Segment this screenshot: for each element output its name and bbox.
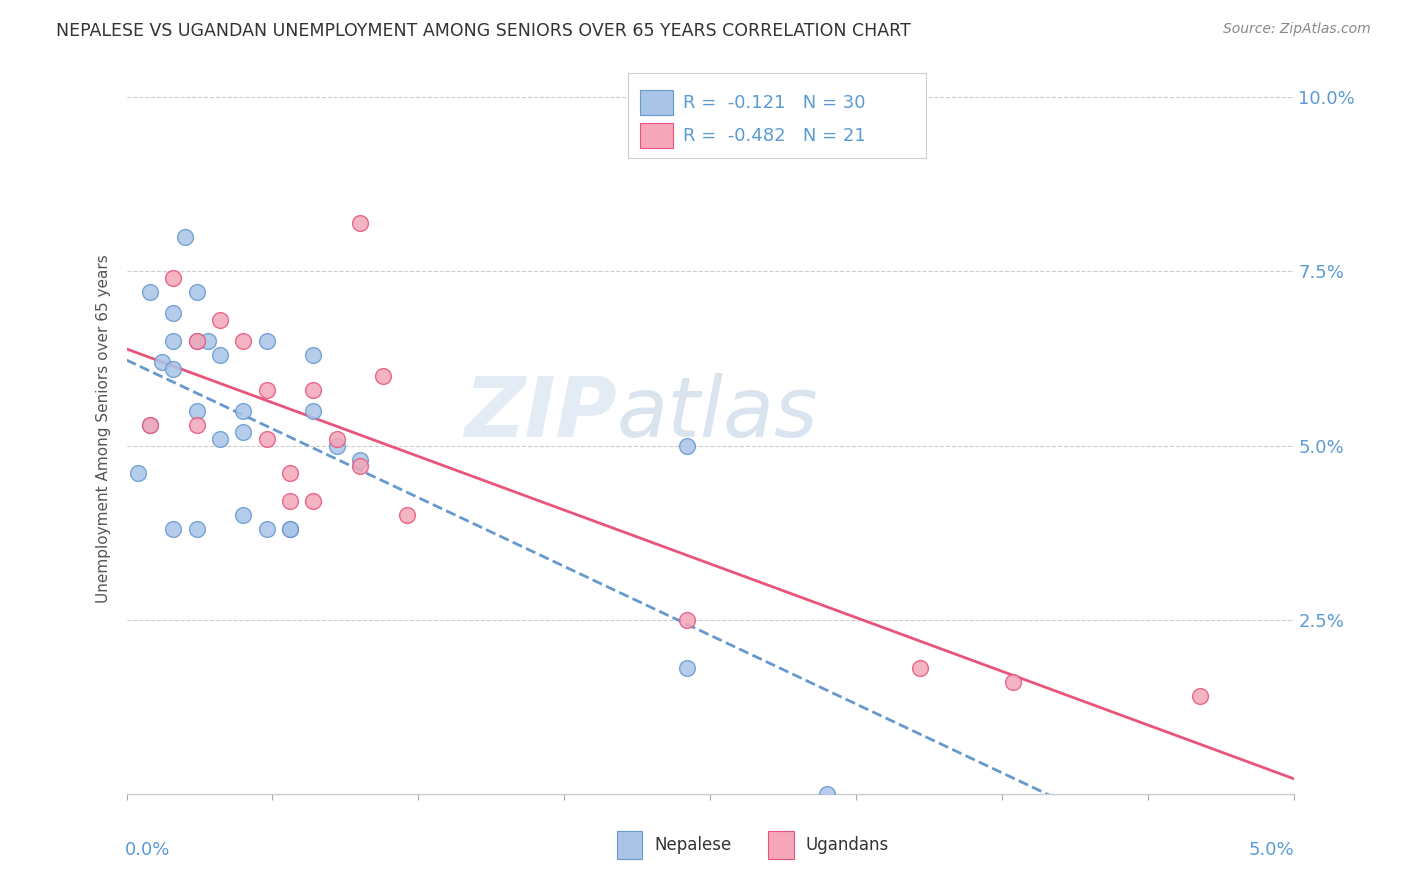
Text: Nepalese: Nepalese [654, 836, 731, 854]
Point [162, 306, 184, 320]
Point [302, 383, 325, 397]
Point [197, 334, 219, 348]
Point [349, 459, 371, 474]
Point [349, 452, 371, 467]
Point [186, 334, 208, 348]
Point [278, 467, 301, 481]
Point [1002, 675, 1025, 690]
Point [325, 439, 347, 453]
Point [232, 334, 254, 348]
Point [395, 508, 418, 523]
Point [278, 494, 301, 508]
Point [150, 355, 173, 369]
Point [908, 661, 931, 675]
FancyBboxPatch shape [768, 831, 794, 859]
Point [208, 348, 231, 362]
Point [208, 313, 231, 327]
Point [675, 439, 697, 453]
FancyBboxPatch shape [640, 90, 672, 115]
Point [232, 508, 254, 523]
Point [815, 787, 838, 801]
Point [174, 229, 197, 244]
Text: R =  -0.482   N = 21: R = -0.482 N = 21 [683, 127, 866, 145]
Point [675, 613, 697, 627]
FancyBboxPatch shape [640, 123, 672, 148]
Point [373, 368, 395, 383]
Point [208, 432, 231, 446]
Point [256, 383, 278, 397]
Y-axis label: Unemployment Among Seniors over 65 years: Unemployment Among Seniors over 65 years [96, 254, 111, 602]
Point [162, 334, 184, 348]
Text: 0.0%: 0.0% [125, 841, 170, 859]
Text: Source: ZipAtlas.com: Source: ZipAtlas.com [1223, 22, 1371, 37]
Point [139, 285, 162, 300]
Point [186, 334, 208, 348]
Point [162, 362, 184, 376]
Point [139, 417, 162, 432]
Point [232, 425, 254, 439]
Text: ZIP: ZIP [464, 373, 617, 454]
Point [186, 417, 208, 432]
Text: Ugandans: Ugandans [806, 836, 889, 854]
Point [349, 216, 371, 230]
FancyBboxPatch shape [628, 73, 927, 158]
Point [278, 522, 301, 536]
Point [186, 285, 208, 300]
FancyBboxPatch shape [617, 831, 643, 859]
Point [302, 494, 325, 508]
Point [278, 522, 301, 536]
Text: atlas: atlas [617, 373, 818, 454]
Text: R =  -0.121   N = 30: R = -0.121 N = 30 [683, 94, 866, 112]
Point [162, 522, 184, 536]
Point [325, 432, 347, 446]
Point [256, 334, 278, 348]
Text: 5.0%: 5.0% [1249, 841, 1295, 859]
Point [302, 403, 325, 417]
Point [186, 522, 208, 536]
Point [186, 403, 208, 417]
Point [1189, 690, 1212, 704]
Point [162, 271, 184, 285]
Point [256, 432, 278, 446]
Point [232, 403, 254, 417]
Point [127, 467, 149, 481]
Text: NEPALESE VS UGANDAN UNEMPLOYMENT AMONG SENIORS OVER 65 YEARS CORRELATION CHART: NEPALESE VS UGANDAN UNEMPLOYMENT AMONG S… [56, 22, 911, 40]
Point [256, 522, 278, 536]
Point [139, 417, 162, 432]
Point [302, 348, 325, 362]
Point [675, 661, 697, 675]
